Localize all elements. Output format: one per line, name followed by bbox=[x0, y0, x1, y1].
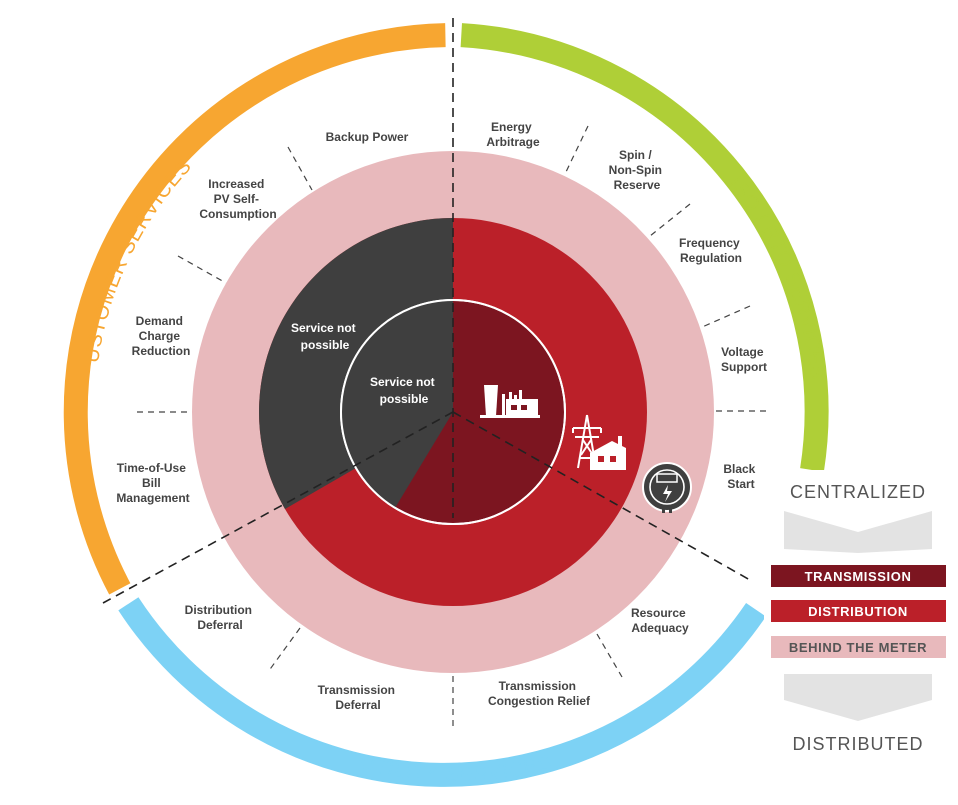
service-backup-power: Backup Power bbox=[326, 130, 409, 144]
legend-level-behind-the-meter: BEHIND THE METER bbox=[771, 636, 946, 658]
iso-rto-services-arc bbox=[460, 23, 829, 472]
service-demand-charge: Demand Charge Reduction bbox=[132, 314, 191, 358]
service-distribution-deferral: Distribution Deferral bbox=[185, 603, 256, 632]
divider-tick bbox=[267, 627, 301, 673]
divider-iso-utility bbox=[452, 411, 751, 581]
utility-services-arc bbox=[118, 597, 766, 787]
service-frequency-regulation: Frequency Regulation bbox=[679, 236, 743, 265]
legend-chevron-up bbox=[784, 674, 932, 721]
divider-customer-utility bbox=[102, 411, 454, 604]
divider-tick bbox=[699, 305, 751, 329]
divider-tick bbox=[596, 633, 623, 678]
customer-services-label: CUSTOMER SERVICES bbox=[0, 0, 196, 364]
service-black-start: Black Start bbox=[723, 462, 758, 491]
legend-label: BEHIND THE METER bbox=[789, 640, 927, 655]
house-icon bbox=[590, 436, 626, 470]
legend-level-transmission: TRANSMISSION bbox=[771, 565, 946, 587]
divider-tick bbox=[287, 146, 313, 191]
legend-swatch bbox=[771, 600, 946, 622]
service-energy-arbitrage: Energy Arbitrage bbox=[486, 120, 540, 149]
service-transmission-congestion: Transmission Congestion Relief bbox=[488, 679, 591, 708]
legend-swatch bbox=[771, 636, 946, 658]
legend-distributed: DISTRIBUTED bbox=[792, 734, 923, 754]
service-spin-reserve: Spin / Non-Spin Reserve bbox=[609, 148, 666, 192]
legend-swatch bbox=[771, 565, 946, 587]
service-time-of-use: Time-of-Use Bill Management bbox=[116, 461, 189, 505]
divider-tick bbox=[564, 125, 589, 175]
power-plant-icon bbox=[480, 385, 540, 418]
substation-icon bbox=[572, 414, 602, 469]
transmission-not-possible-sector bbox=[340, 299, 453, 508]
meter-icon bbox=[642, 462, 692, 513]
customer-services-arc bbox=[63, 23, 446, 595]
divider-tick bbox=[649, 203, 691, 237]
service-voltage-support: Voltage Support bbox=[721, 345, 767, 374]
legend-level-distribution: DISTRIBUTION bbox=[771, 600, 946, 622]
transmission-not-possible-text: Service not possible bbox=[370, 375, 438, 406]
service-increased-pv: Increased PV Self- Consumption bbox=[199, 177, 276, 221]
divider-tick bbox=[177, 255, 227, 284]
legend-label: DISTRIBUTION bbox=[808, 604, 908, 619]
distribution-not-possible-text: Service not possible bbox=[291, 321, 359, 352]
legend-label: TRANSMISSION bbox=[805, 569, 912, 584]
legend-chevron-down bbox=[784, 511, 932, 553]
service-transmission-deferral: Transmission Deferral bbox=[318, 683, 399, 712]
legend-centralized: CENTRALIZED bbox=[790, 482, 926, 502]
transmission-core-outline bbox=[340, 299, 566, 525]
service-resource-adequacy: Resource Adequacy bbox=[631, 606, 689, 635]
